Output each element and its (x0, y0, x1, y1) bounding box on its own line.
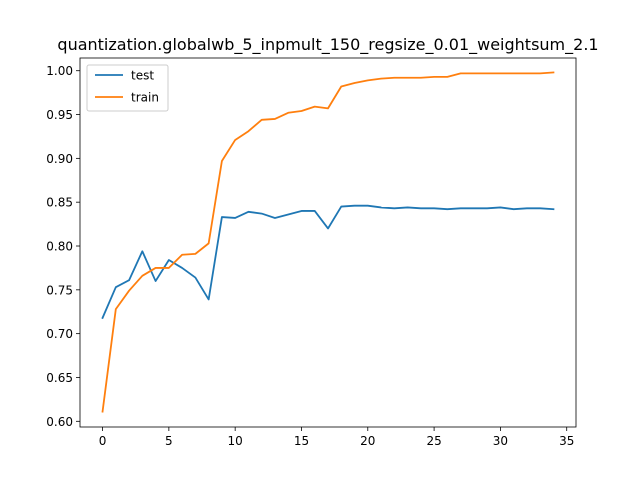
data-point-train (367, 79, 369, 81)
series-line-test (101, 204, 555, 320)
data-point-test (539, 207, 541, 209)
data-point-train (274, 118, 276, 120)
data-point-train (181, 254, 183, 256)
y-tick-label: 0.90 (46, 152, 73, 166)
data-point-train (486, 72, 488, 74)
data-point-test (141, 250, 143, 252)
data-point-test (393, 207, 395, 209)
chart-title: quantization.globalwb_5_inpmult_150_regs… (57, 35, 598, 55)
data-point-train (460, 72, 462, 74)
data-point-test (354, 205, 356, 207)
x-tick-label: 35 (559, 434, 574, 448)
data-point-test (367, 205, 369, 207)
data-point-test (446, 208, 448, 210)
data-point-train (261, 119, 263, 121)
data-point-train (552, 71, 554, 73)
data-point-test (499, 206, 501, 208)
data-point-test (473, 207, 475, 209)
data-point-train (393, 77, 395, 79)
legend-label-test: test (131, 69, 154, 83)
series-line-train (101, 71, 555, 413)
data-point-train (473, 72, 475, 74)
data-point-train (513, 72, 515, 74)
data-point-test (513, 208, 515, 210)
data-point-test (234, 217, 236, 219)
data-point-train (128, 290, 130, 292)
y-tick-label: 0.85 (46, 196, 73, 210)
data-point-test (247, 211, 249, 213)
data-point-train (287, 112, 289, 114)
x-tick-label: 25 (426, 434, 441, 448)
data-point-train (446, 76, 448, 78)
data-point-test (340, 206, 342, 208)
data-point-test (380, 206, 382, 208)
data-point-train (234, 139, 236, 141)
legend-box (86, 64, 169, 112)
x-tick-label: 30 (493, 434, 508, 448)
data-point-test (274, 217, 276, 219)
data-point-test (486, 207, 488, 209)
data-point-train (115, 308, 117, 310)
x-tick-label: 0 (99, 434, 107, 448)
data-point-test (155, 280, 157, 282)
data-point-test (168, 259, 170, 261)
data-point-test (300, 210, 302, 212)
data-point-test (433, 207, 435, 209)
data-point-train (407, 77, 409, 79)
data-point-train (340, 85, 342, 87)
legend-label-train: train (131, 91, 159, 105)
data-point-test (181, 267, 183, 269)
plot-frame (79, 57, 577, 428)
x-tick-label: 15 (294, 434, 309, 448)
y-tick-label: 0.95 (46, 108, 73, 122)
data-point-train (221, 160, 223, 162)
data-point-test (115, 286, 117, 288)
data-point-test (552, 208, 554, 210)
data-point-test (261, 213, 263, 215)
y-tick-label: 0.65 (46, 371, 73, 385)
data-point-test (407, 206, 409, 208)
data-point-train (102, 411, 104, 413)
data-point-test (460, 207, 462, 209)
data-point-train (141, 275, 143, 277)
data-point-test (420, 207, 422, 209)
data-point-test (208, 298, 210, 300)
data-point-train (499, 72, 501, 74)
y-tick-label: 1.00 (46, 64, 73, 78)
data-point-train (155, 267, 157, 269)
data-point-test (128, 279, 130, 281)
data-point-test (194, 277, 196, 279)
x-tick-label: 20 (360, 434, 375, 448)
data-point-train (354, 82, 356, 84)
y-tick-label: 0.60 (46, 415, 73, 429)
data-point-train (168, 267, 170, 269)
data-point-train (526, 72, 528, 74)
y-tick-label: 0.80 (46, 240, 73, 254)
data-point-train (539, 72, 541, 74)
data-point-train (327, 107, 329, 109)
data-point-test (327, 227, 329, 229)
data-point-test (221, 216, 223, 218)
data-point-test (314, 210, 316, 212)
data-point-train (208, 242, 210, 244)
data-point-train (194, 253, 196, 255)
data-point-test (287, 213, 289, 215)
x-tick-label: 10 (228, 434, 243, 448)
x-tick-label: 5 (165, 434, 173, 448)
data-point-test (526, 207, 528, 209)
data-point-train (247, 130, 249, 132)
data-point-train (300, 110, 302, 112)
data-point-test (102, 317, 104, 319)
data-point-train (433, 76, 435, 78)
y-tick-label: 0.70 (46, 327, 73, 341)
data-point-train (420, 77, 422, 79)
y-tick-label: 0.75 (46, 283, 73, 297)
data-point-train (380, 78, 382, 80)
data-point-train (314, 106, 316, 108)
